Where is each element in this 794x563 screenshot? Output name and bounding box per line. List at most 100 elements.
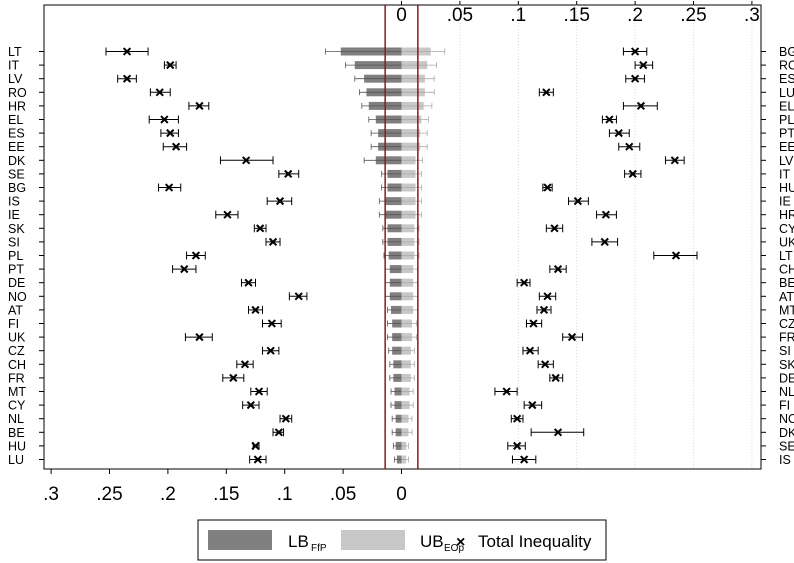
right-category-label: ES <box>779 72 794 86</box>
right-total-inequality-marker <box>636 101 646 111</box>
left-total-inequality-marker <box>267 319 276 328</box>
left-category-label: SE <box>8 167 25 181</box>
plot-frame <box>43 4 762 470</box>
right-category-label: FR <box>779 331 794 345</box>
right-total-inequality-marker <box>605 115 614 124</box>
legend-ub-swatch <box>341 530 405 550</box>
left-category-label: CZ <box>8 344 25 358</box>
left-total-inequality-marker <box>253 455 262 464</box>
left-total-inequality-marker <box>191 251 201 260</box>
left-total-inequality-marker <box>266 346 275 355</box>
right-category-label: CH <box>779 263 794 277</box>
right-category-label: HU <box>779 181 794 195</box>
left-total-inequality-marker <box>251 441 260 451</box>
left-total-inequality-marker <box>166 60 175 70</box>
legend-ub-label: UB <box>420 532 444 551</box>
legend-ub-subscript: EOp <box>444 543 464 554</box>
right-total-inequality-marker <box>551 373 560 383</box>
left-category-label: MT <box>8 385 26 399</box>
top-axis-tick-label: .1 <box>510 5 526 26</box>
legend-marker-symbol: × <box>456 534 465 551</box>
bottom-axis-tick-label: .05 <box>330 484 356 505</box>
right-category-label: SK <box>779 358 794 372</box>
left-total-inequality-marker <box>294 292 303 301</box>
left-category-label: CH <box>8 358 26 372</box>
left-category-label: AT <box>8 303 23 317</box>
right-total-inequality-marker <box>543 292 552 301</box>
right-category-label: SI <box>779 344 791 358</box>
top-axis-tick-label: 0 <box>396 5 407 26</box>
right-category-label: FI <box>779 399 790 413</box>
right-total-inequality-marker <box>628 169 637 179</box>
left-category-label: FI <box>8 317 19 331</box>
bottom-axis-tick-label: .1 <box>277 484 293 505</box>
left-total-inequality-marker <box>180 264 189 274</box>
left-total-inequality-marker <box>242 156 251 165</box>
right-category-label: RO <box>779 59 794 73</box>
left-category-label: IT <box>8 59 19 73</box>
left-category-label: LT <box>8 45 22 59</box>
legend: LB FfP UB EOp× Total Inequality <box>197 519 607 561</box>
left-total-inequality-marker <box>275 196 285 206</box>
left-category-label: PL <box>8 249 23 263</box>
grid-lines <box>459 5 753 469</box>
left-category-label: RO <box>8 86 27 100</box>
left-total-inequality-marker <box>254 387 264 396</box>
right-total-inequality-marker <box>528 400 537 410</box>
left-category-label: FR <box>8 371 25 385</box>
right-total-inequality-marker <box>541 360 550 369</box>
right-total-inequality-marker <box>550 224 559 233</box>
legend-lb-swatch <box>208 530 272 550</box>
right-total-inequality-marker <box>543 183 552 192</box>
right-category-label: CY <box>779 222 794 236</box>
right-total-inequality-marker <box>670 156 679 165</box>
right-category-label: LT <box>779 249 793 263</box>
right-category-label: DK <box>779 426 794 440</box>
left-total-inequality-marker <box>244 278 253 287</box>
bottom-axis-tick-label: .15 <box>213 484 239 505</box>
left-category-label: IS <box>8 195 20 209</box>
right-total-inequality-marker <box>573 196 582 206</box>
right-category-label: UK <box>779 235 794 249</box>
left-category-label: HU <box>8 439 26 453</box>
left-total-inequality-marker <box>122 47 132 56</box>
right-category-label: BG <box>779 45 794 59</box>
left-category-label: PT <box>8 263 24 277</box>
bottom-axis-tick-label: .25 <box>96 484 122 505</box>
left-total-inequality-marker <box>171 142 181 151</box>
left-category-label: HR <box>8 99 26 113</box>
top-axis-tick-label: .25 <box>680 5 706 26</box>
right-total-inequality-marker <box>630 74 640 83</box>
right-total-inequality-marker <box>539 305 549 315</box>
right-category-label: LU <box>779 86 794 100</box>
left-total-inequality-marker <box>160 115 169 124</box>
right-category-label: NL <box>779 385 794 399</box>
right-category-label: IT <box>779 167 790 181</box>
left-category-label: SK <box>8 222 25 236</box>
left-total-inequality-marker <box>195 332 204 342</box>
left-total-inequality-marker <box>155 88 164 97</box>
right-category-label: LV <box>779 154 794 168</box>
right-total-inequality-marker <box>542 88 551 97</box>
left-total-inequality-marker <box>240 360 250 369</box>
bottom-axis-tick-label: .2 <box>160 484 176 505</box>
bars-layer <box>325 47 446 464</box>
reference-lines <box>384 5 419 469</box>
right-total-inequality-marker <box>614 128 623 138</box>
top-axis-tick-label: .05 <box>447 5 473 26</box>
left-category-label: LU <box>8 453 24 467</box>
left-category-label: IE <box>8 208 20 222</box>
left-total-inequality-marker <box>268 237 278 247</box>
right-total-inequality-marker <box>553 428 563 437</box>
right-category-label: HR <box>779 208 794 222</box>
left-category-label: EL <box>8 113 23 127</box>
axis-ticks: 0 .05 .1 .15 .2 .25 .3 .3 .25 .2 .15 .1 .05 0 <box>39 1 766 505</box>
right-total-inequality-marker <box>553 264 563 274</box>
left-category-label: DE <box>8 276 25 290</box>
right-category-label: SE <box>779 439 794 453</box>
legend-lb-label: LB <box>288 532 309 551</box>
left-category-label: UK <box>8 331 26 345</box>
category-labels: LTITLVROHRELESEEDKSEBGISIESKSIPLPTDENOAT… <box>8 45 794 467</box>
right-category-label: CZ <box>779 317 794 331</box>
